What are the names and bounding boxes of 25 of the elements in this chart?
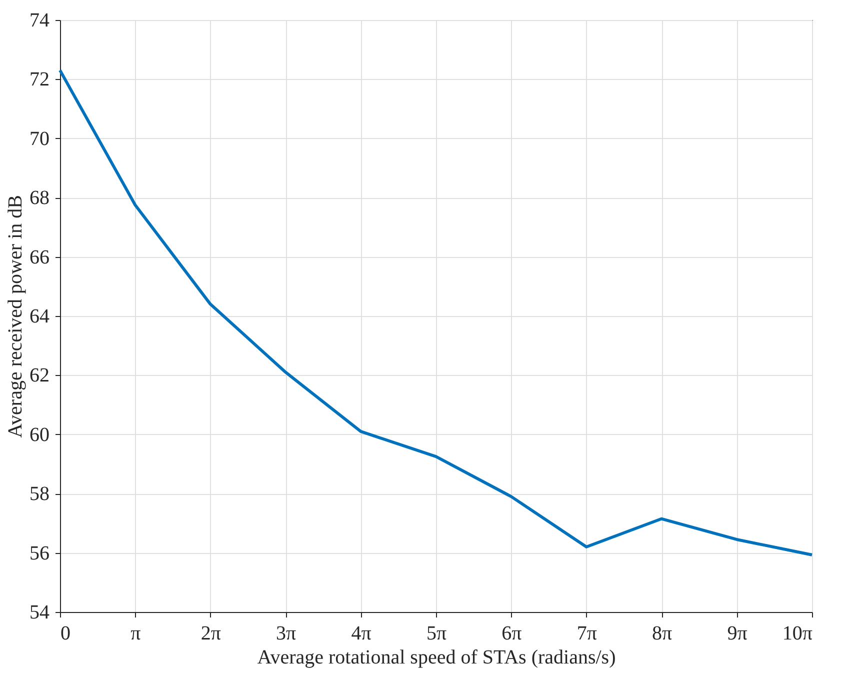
x-tick-label: 2π — [200, 622, 221, 644]
y-tick-label: 70 — [30, 128, 50, 150]
x-tick-label: 0 — [60, 622, 70, 644]
y-tick-label: 60 — [30, 424, 50, 446]
x-tick-label: 7π — [576, 622, 597, 644]
x-tick-label: 5π — [426, 622, 447, 644]
x-axis-title: Average rotational speed of STAs (radians/s) — [257, 646, 616, 668]
x-tick-label: 4π — [351, 622, 372, 644]
x-tick-label: 8π — [652, 622, 672, 644]
x-tick-label: 9π — [727, 622, 748, 644]
y-axis-title: Average received power in dB — [4, 195, 26, 438]
y-tick-label: 62 — [30, 364, 50, 387]
x-tick-label: 3π — [276, 622, 296, 644]
y-tick-label: 56 — [30, 542, 50, 564]
y-tick-label: 64 — [30, 306, 50, 328]
line-series — [58, 68, 814, 556]
y-tick-label: 74 — [30, 10, 50, 32]
x-tick-label: 6π — [502, 622, 522, 644]
x-tick-label: 10π — [782, 622, 812, 644]
y-tick-label: 66 — [30, 246, 50, 268]
y-tick-label: 68 — [30, 187, 50, 210]
y-tick-label: 58 — [30, 483, 50, 506]
y-tick-label: 54 — [30, 602, 50, 624]
x-tick-label: π — [130, 622, 141, 644]
y-tick-label: 72 — [30, 68, 50, 91]
